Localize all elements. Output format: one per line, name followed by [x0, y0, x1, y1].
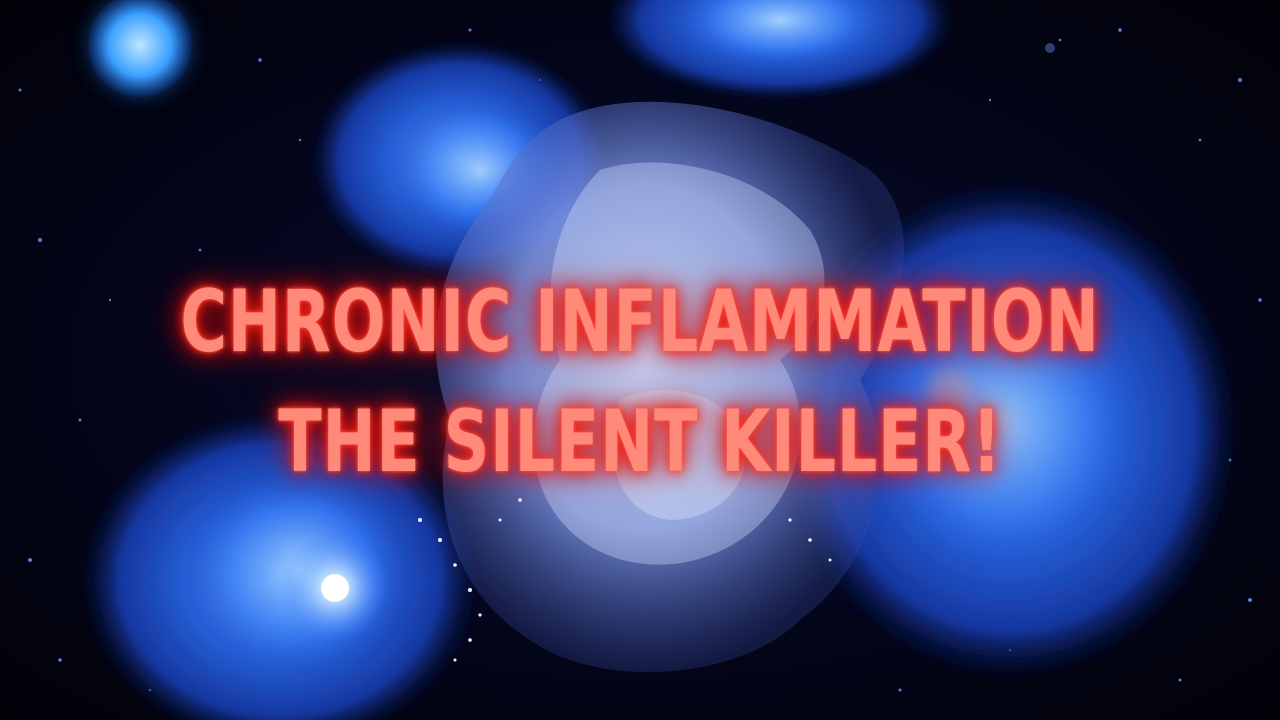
headline-line-2: THE SILENT KILLER! [278, 392, 1002, 492]
sparkle-trail [418, 498, 832, 662]
thumbnail-headline: CHRONIC INFLAMMATION THE SILENT KILLER! [0, 262, 1280, 502]
central-macrophage [435, 101, 904, 673]
cell-top [605, 0, 955, 100]
small-cell-top-left [82, 0, 198, 103]
cell-lower-left [80, 410, 480, 720]
headline-line-1: CHRONIC INFLAMMATION [180, 272, 1100, 372]
